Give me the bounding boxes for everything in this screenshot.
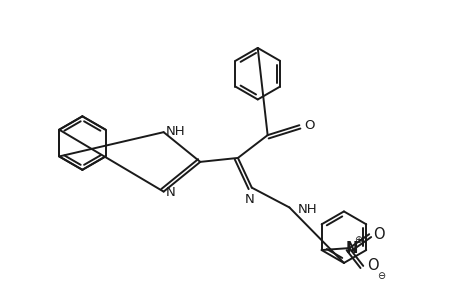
Text: N: N xyxy=(165,186,175,199)
Text: N: N xyxy=(344,241,357,256)
Text: N: N xyxy=(244,193,254,206)
Text: NH: NH xyxy=(297,203,316,216)
Text: O: O xyxy=(367,258,378,273)
Text: ⊖: ⊖ xyxy=(376,271,384,281)
Text: NH: NH xyxy=(165,125,185,138)
Text: O: O xyxy=(303,119,314,132)
Text: O: O xyxy=(372,227,384,242)
Text: ⊕: ⊕ xyxy=(353,235,362,245)
